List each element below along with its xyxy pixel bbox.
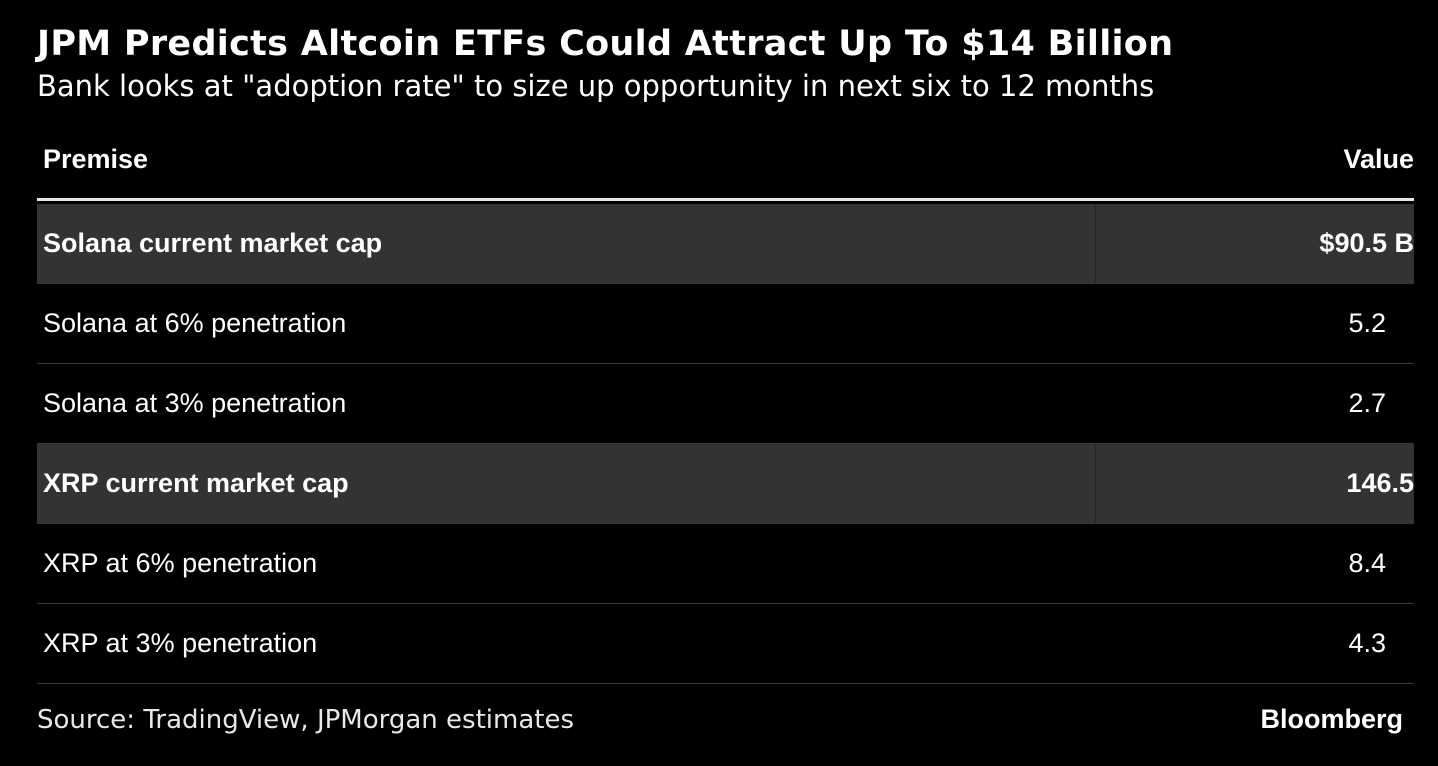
value-cell: 146.5 xyxy=(1346,468,1414,498)
table-row: XRP at 6% penetration 8.4 xyxy=(37,524,1414,604)
chart-title: JPM Predicts Altcoin ETFs Could Attract … xyxy=(37,24,1174,64)
chart-subtitle: Bank looks at "adoption rate" to size up… xyxy=(37,69,1155,103)
source-note: Source: TradingView, JPMorgan estimates xyxy=(37,705,574,735)
value-cell: 4.3 xyxy=(1348,628,1386,658)
premise-cell: Solana at 3% penetration xyxy=(43,388,347,418)
value-cell: $90.5 B xyxy=(1319,228,1414,258)
table-row: Solana at 3% penetration 2.7 xyxy=(37,364,1414,444)
value-cell: 2.7 xyxy=(1348,388,1386,418)
premise-cell: Solana current market cap xyxy=(43,228,383,258)
table-row: Solana current market cap $90.5 B xyxy=(37,204,1414,284)
column-header-premise: Premise xyxy=(43,144,149,174)
table-row: XRP at 3% penetration 4.3 xyxy=(37,604,1414,684)
table-body: Solana current market cap $90.5 B Solana a… xyxy=(37,204,1414,684)
data-table: Premise Value Solana current market cap $… xyxy=(37,134,1414,684)
table-row: XRP current market cap 146.5 xyxy=(37,444,1414,524)
table-header: Premise Value xyxy=(37,134,1414,201)
premise-cell: XRP at 3% penetration xyxy=(43,628,318,658)
premise-cell: XRP current market cap xyxy=(43,468,349,498)
bloomberg-logo: Bloomberg xyxy=(1260,704,1403,734)
column-header-value: Value xyxy=(1343,144,1414,174)
value-cell: 5.2 xyxy=(1348,308,1386,338)
premise-cell: Solana at 6% penetration xyxy=(43,308,347,338)
premise-cell: XRP at 6% penetration xyxy=(43,548,318,578)
table-row: Solana at 6% penetration 5.2 xyxy=(37,284,1414,364)
value-cell: 8.4 xyxy=(1348,548,1386,578)
